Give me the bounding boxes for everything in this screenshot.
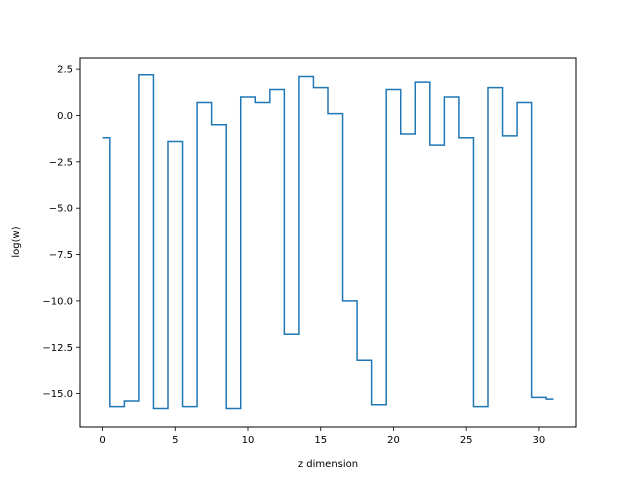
x-tick-label: 20 [387,435,400,446]
y-tick-label: 0.0 [57,111,73,122]
y-axis-ticks: 2.5 0.0 −2.5 −5.0 −7.5 −10.0 −12.5 −15.0 [42,65,80,400]
series-line-0 [102,73,554,410]
x-axis-label: z dimension [298,459,358,470]
x-tick-label: 15 [314,435,327,446]
y-tick-label: −5.0 [49,204,73,215]
y-tick-label: −12.5 [42,343,73,354]
x-tick-label: 10 [242,435,255,446]
x-tick-label: 0 [99,435,105,446]
x-axis-ticks: 0 5 10 15 20 25 30 [99,427,545,446]
x-tick-label: 25 [460,435,473,446]
axes-frame [79,57,577,428]
plot-area [102,73,554,410]
y-tick-label: −10.0 [42,296,73,307]
y-tick-label: −7.5 [49,250,73,261]
y-tick-label: 2.5 [57,65,73,76]
x-tick-label: 5 [172,435,178,446]
y-tick-label: −2.5 [49,157,73,168]
x-tick-label: 30 [533,435,546,446]
y-axis-label: log(w) [11,226,22,257]
y-tick-label: −15.0 [42,389,73,400]
